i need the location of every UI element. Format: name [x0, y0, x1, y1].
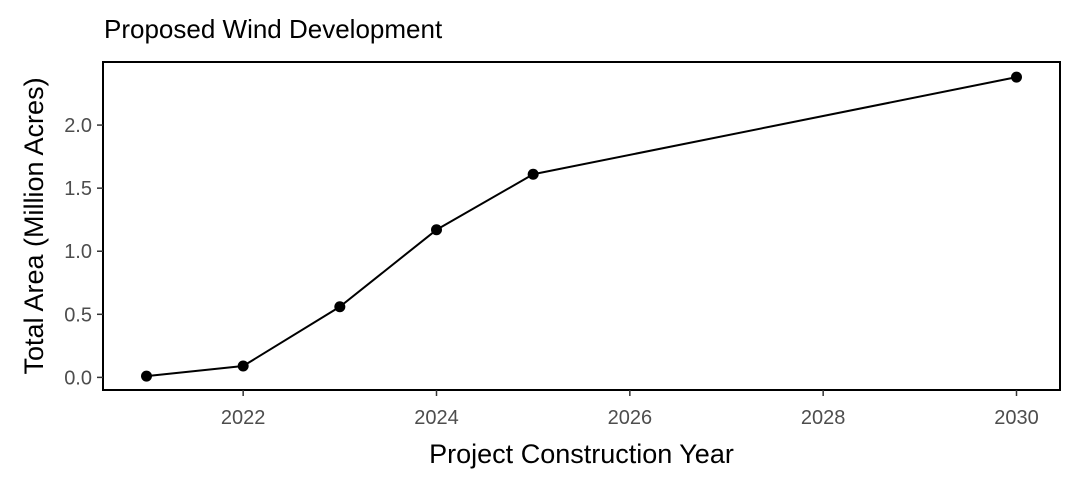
y-axis-title: Total Area (Million Acres)	[19, 77, 49, 374]
y-tick-label: 0.5	[64, 304, 92, 326]
series-layer	[141, 71, 1022, 382]
y-tick-label: 0.0	[64, 367, 92, 389]
x-tick-label: 2028	[801, 407, 846, 429]
x-tick-label: 2022	[221, 407, 266, 429]
x-axis: 2022 2024 2026 2028 2030	[221, 390, 1039, 429]
data-point	[237, 360, 249, 372]
x-axis-title: Project Construction Year	[429, 439, 734, 469]
series-line	[146, 76, 1017, 378]
y-tick-label: 1.5	[64, 178, 92, 200]
data-point	[1011, 71, 1022, 83]
y-axis: 0.0 0.5 1.0 1.5 2.0	[64, 115, 103, 389]
plot-panel-border	[102, 61, 1061, 391]
data-point	[141, 370, 152, 382]
x-tick-label: 2026	[608, 407, 653, 429]
x-tick-label: 2030	[994, 407, 1039, 429]
data-point	[527, 168, 539, 180]
y-tick-label: 1.0	[64, 241, 92, 263]
data-point	[431, 224, 442, 236]
chart-title: Proposed Wind Development	[104, 14, 443, 44]
x-tick-label: 2024	[414, 407, 459, 429]
data-point	[334, 301, 346, 313]
y-tick-label: 2.0	[64, 115, 92, 137]
